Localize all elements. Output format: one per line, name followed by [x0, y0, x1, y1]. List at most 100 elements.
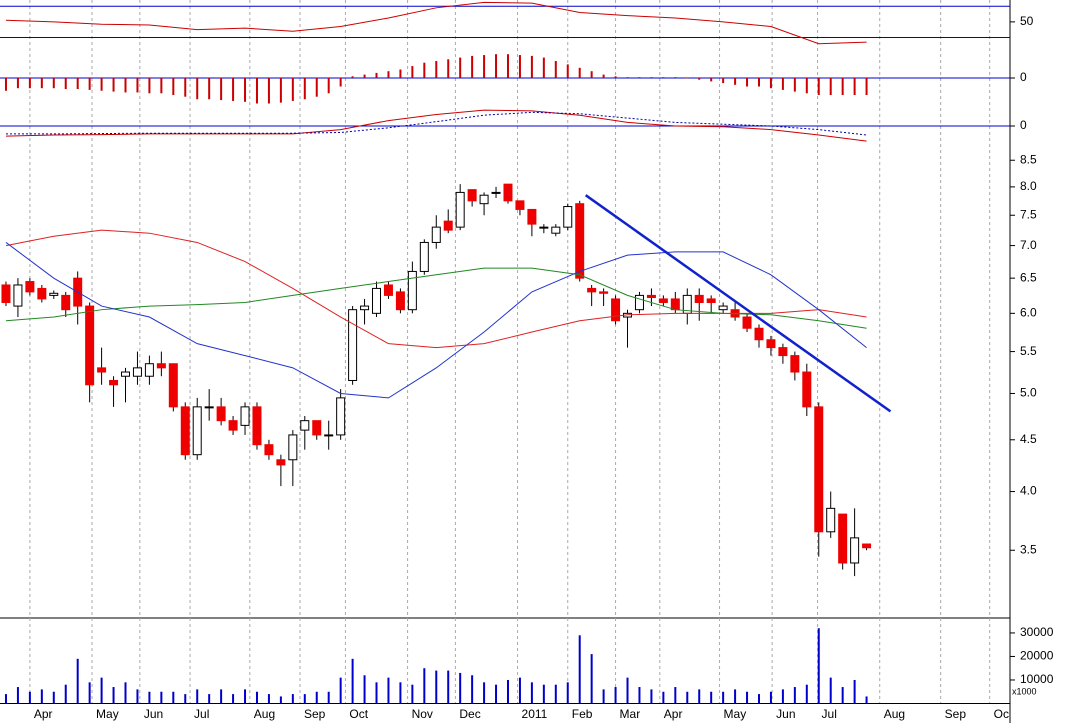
bar — [52, 691, 55, 704]
candle-body — [97, 367, 107, 373]
bar — [423, 62, 426, 78]
bar — [244, 689, 247, 704]
bar — [255, 78, 258, 104]
candle-body — [192, 406, 202, 456]
bar — [28, 78, 31, 89]
x-tick-label: Nov — [412, 707, 433, 721]
bar — [781, 78, 784, 90]
candle-body — [814, 406, 824, 533]
indicator-line — [584, 194, 892, 413]
candle-body — [13, 284, 23, 307]
bar — [435, 61, 438, 78]
bar — [411, 66, 414, 78]
bar — [698, 78, 701, 80]
bar — [817, 78, 820, 95]
bar — [542, 57, 545, 78]
bar — [662, 77, 665, 78]
bar — [626, 677, 629, 704]
candle-body — [790, 355, 800, 373]
candle-body — [1, 284, 11, 303]
bar — [88, 78, 91, 90]
bar — [112, 687, 115, 704]
indicator-line — [5, 111, 867, 136]
bar — [841, 687, 844, 704]
bar — [136, 78, 139, 93]
candle-body — [754, 327, 764, 341]
y-tick-label: 8.0 — [1020, 179, 1037, 193]
y-tick-label: 5.5 — [1020, 344, 1037, 358]
bar — [542, 684, 545, 704]
bar — [40, 689, 43, 704]
bar — [220, 78, 223, 101]
bar — [805, 684, 808, 704]
bar — [447, 59, 450, 78]
candle-body — [252, 406, 262, 446]
bar — [566, 64, 569, 78]
bar — [327, 691, 330, 704]
bar — [411, 684, 414, 704]
bar — [781, 689, 784, 704]
bar — [184, 694, 187, 704]
y-tick-label: 0 — [1020, 70, 1027, 84]
candle-body — [431, 226, 441, 243]
candle-body — [109, 379, 119, 386]
bar — [506, 679, 509, 704]
bar — [769, 691, 772, 704]
bar — [279, 78, 282, 103]
candle-body — [180, 406, 190, 456]
x-tick-label: Sep — [304, 707, 326, 721]
candle-body — [300, 420, 310, 431]
candle-body — [587, 287, 597, 293]
bar — [483, 55, 486, 78]
bar — [100, 78, 103, 91]
x-tick-label: May — [724, 707, 747, 721]
bar — [530, 55, 533, 78]
candle-body — [228, 420, 238, 431]
bar — [279, 696, 282, 704]
x-tick-label: Jul — [822, 707, 837, 721]
x-tick-label: Oct — [349, 707, 368, 721]
bar — [16, 687, 19, 704]
bar — [196, 78, 199, 100]
candle-body — [862, 543, 872, 549]
x-tick-label: Dec — [459, 707, 480, 721]
bar — [722, 691, 725, 704]
candle-body — [240, 406, 250, 426]
bar — [375, 682, 378, 704]
bar — [160, 78, 163, 94]
bar — [495, 54, 498, 78]
bar — [829, 78, 832, 95]
bar — [303, 694, 306, 704]
candle-body — [61, 294, 71, 311]
candle-body — [646, 294, 656, 299]
bar — [471, 55, 474, 78]
bar — [244, 78, 247, 102]
bar — [602, 74, 605, 78]
bar — [327, 78, 330, 94]
bar — [734, 689, 737, 704]
y-tick-label: 3.5 — [1020, 542, 1037, 556]
bar — [506, 54, 509, 78]
candle-body — [37, 287, 47, 300]
bar — [817, 628, 820, 704]
y-tick-label: 8.5 — [1020, 152, 1037, 166]
bar — [865, 78, 868, 95]
candle-body — [539, 226, 549, 229]
bar — [351, 658, 354, 704]
candle-body — [264, 444, 274, 456]
bar — [339, 677, 342, 704]
x-tick-label: Jun — [144, 707, 163, 721]
bar — [865, 696, 868, 704]
candle-body — [742, 316, 752, 329]
candle-body — [515, 200, 525, 210]
candle-body — [838, 513, 848, 564]
bar — [626, 77, 629, 78]
candle-body — [360, 305, 370, 311]
x-tick-label: Mar — [620, 707, 641, 721]
candle-body — [204, 406, 214, 409]
bar — [769, 78, 772, 89]
bar — [303, 78, 306, 100]
bar — [172, 78, 175, 95]
bar — [399, 69, 402, 78]
candle-body — [336, 397, 346, 436]
